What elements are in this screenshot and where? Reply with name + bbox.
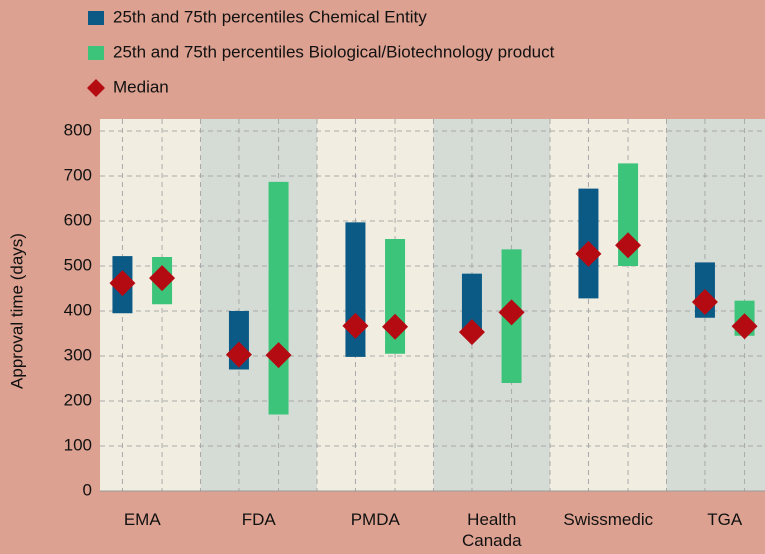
median-marker [458, 319, 485, 346]
median-marker [691, 289, 718, 315]
legend-swatch [88, 11, 104, 25]
median-marker [265, 342, 292, 369]
legend-label: 25th and 75th percentiles Biological/Bio… [113, 42, 555, 61]
y-tick-label: 0 [83, 480, 92, 499]
median-marker [149, 265, 176, 292]
y-tick-label: 600 [64, 210, 92, 229]
median-marker [382, 313, 409, 340]
legend-label: Median [113, 77, 169, 96]
median-marker [731, 313, 758, 340]
median-marker [342, 312, 369, 339]
x-tick-label: Health Canada [461, 510, 522, 550]
x-tick-label: FDA [241, 510, 276, 529]
y-tick-label: 300 [64, 345, 92, 364]
y-tick-label: 200 [64, 390, 92, 409]
legend-label: 25th and 75th percentiles Chemical Entit… [113, 7, 427, 26]
range-bar [268, 181, 289, 415]
y-tick-label: 400 [64, 300, 92, 319]
median-marker [498, 299, 525, 326]
y-tick-label: 800 [64, 120, 92, 139]
y-axis-label: Approval time (days) [7, 233, 26, 389]
legend-swatch [88, 46, 104, 60]
range-bar [461, 273, 482, 332]
y-tick-label: 500 [64, 255, 92, 274]
plot-background [100, 119, 765, 491]
category-band [200, 119, 317, 491]
plot-area [100, 119, 765, 492]
median-marker [575, 240, 602, 267]
y-tick-label: 700 [64, 165, 92, 184]
y-tick-label: 100 [64, 435, 92, 454]
legend-median-marker [87, 79, 105, 97]
x-tick-label: EMA [123, 510, 161, 529]
median-marker [225, 341, 252, 368]
median-marker [615, 232, 642, 259]
x-tick-label: TGA [707, 510, 743, 529]
x-tick-label: PMDA [350, 510, 400, 529]
category-band [433, 119, 550, 491]
x-tick-label: Swissmedic [563, 510, 654, 529]
median-marker [109, 270, 136, 297]
